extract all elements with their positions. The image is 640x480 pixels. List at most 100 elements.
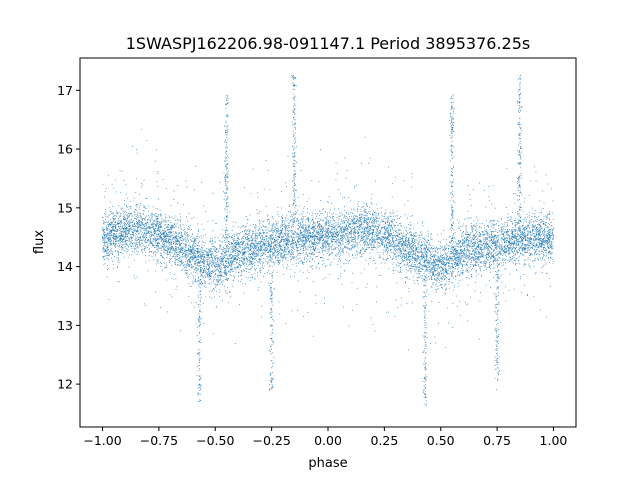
data-point xyxy=(482,252,484,253)
data-point xyxy=(302,261,303,263)
data-point xyxy=(339,218,340,220)
data-point xyxy=(160,234,162,236)
data-point xyxy=(536,234,538,235)
data-point xyxy=(141,239,143,241)
data-point xyxy=(139,243,141,245)
data-point xyxy=(158,233,160,234)
data-point xyxy=(434,261,435,262)
data-point xyxy=(415,253,416,255)
data-point xyxy=(132,233,134,235)
data-point xyxy=(301,227,303,229)
chart-title: 1SWASPJ162206.98-091147.1 Period 3895376… xyxy=(126,34,531,53)
data-point xyxy=(466,255,468,257)
data-point xyxy=(277,247,279,249)
data-point xyxy=(368,211,370,213)
data-point xyxy=(389,256,391,258)
data-point xyxy=(138,220,139,222)
data-point xyxy=(476,223,477,224)
data-point xyxy=(257,229,259,231)
data-point xyxy=(385,223,386,225)
data-point xyxy=(175,277,177,279)
data-point xyxy=(514,251,516,253)
data-point xyxy=(536,248,538,250)
data-point xyxy=(135,242,137,244)
data-point xyxy=(484,233,486,235)
data-point xyxy=(170,259,171,260)
data-point xyxy=(413,236,415,238)
data-point xyxy=(531,235,533,236)
data-point xyxy=(542,230,544,232)
data-point xyxy=(362,248,364,250)
data-point xyxy=(211,264,213,266)
data-point xyxy=(164,220,165,222)
data-point xyxy=(328,233,329,235)
data-point xyxy=(281,238,283,240)
data-point xyxy=(363,236,365,237)
data-point xyxy=(312,225,314,227)
data-point xyxy=(190,260,192,262)
data-point xyxy=(261,255,262,257)
data-point xyxy=(157,227,159,228)
data-point xyxy=(247,247,249,249)
data-point xyxy=(386,227,388,229)
data-point xyxy=(271,237,272,239)
data-point xyxy=(326,227,328,229)
data-point xyxy=(150,230,152,232)
data-point xyxy=(141,222,143,224)
data-point xyxy=(299,254,301,256)
data-point xyxy=(148,218,150,220)
data-point xyxy=(336,228,338,230)
data-point xyxy=(244,258,246,259)
data-point xyxy=(153,239,155,241)
data-point xyxy=(186,245,188,246)
data-point xyxy=(271,275,273,277)
data-point xyxy=(545,249,547,251)
data-point xyxy=(369,219,371,221)
data-point xyxy=(197,250,199,252)
data-point xyxy=(374,240,376,242)
data-point xyxy=(324,236,326,238)
data-point xyxy=(173,256,175,258)
data-point xyxy=(278,229,280,231)
data-point xyxy=(284,243,286,245)
data-point xyxy=(162,237,164,239)
data-point xyxy=(380,231,381,233)
data-point xyxy=(246,246,248,248)
data-point xyxy=(247,259,249,261)
data-point xyxy=(399,222,401,224)
data-point xyxy=(360,220,361,222)
data-point xyxy=(442,263,444,265)
data-point xyxy=(277,236,279,237)
data-point xyxy=(531,242,533,243)
data-point xyxy=(372,247,374,249)
data-point xyxy=(109,237,111,239)
data-point xyxy=(481,246,482,248)
data-point xyxy=(481,255,483,257)
data-point xyxy=(504,231,506,233)
data-point xyxy=(225,272,227,274)
data-point xyxy=(102,227,104,229)
data-point xyxy=(512,256,514,258)
data-point xyxy=(145,228,147,229)
data-point xyxy=(119,238,121,240)
data-point xyxy=(278,262,279,263)
data-point xyxy=(382,243,383,245)
data-point xyxy=(471,276,472,277)
data-point xyxy=(190,251,192,252)
data-point xyxy=(465,232,467,234)
data-point xyxy=(174,219,176,221)
data-point xyxy=(110,229,111,231)
data-point xyxy=(244,246,246,248)
data-point xyxy=(491,231,493,233)
data-point xyxy=(121,248,122,250)
data-point xyxy=(422,249,424,250)
data-point xyxy=(318,229,320,230)
data-point xyxy=(471,248,473,249)
data-point xyxy=(245,262,247,264)
data-point xyxy=(468,255,470,257)
data-point xyxy=(339,258,340,260)
data-point xyxy=(425,253,427,255)
data-point xyxy=(315,218,316,220)
data-point xyxy=(305,245,307,247)
data-point xyxy=(366,244,368,246)
